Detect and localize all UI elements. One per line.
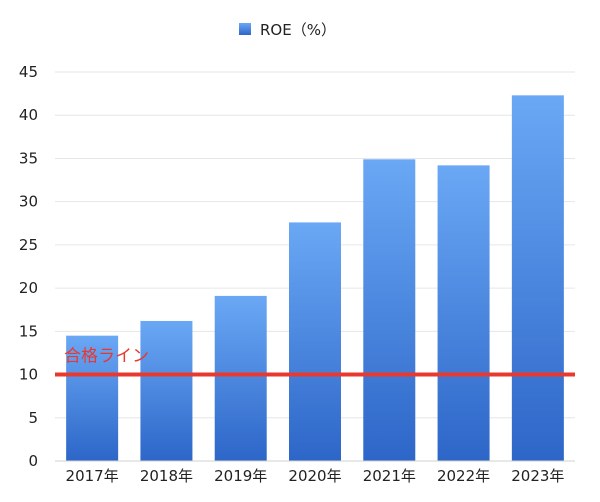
bar xyxy=(214,295,267,461)
y-tick-label: 25 xyxy=(19,236,38,254)
y-tick-label: 0 xyxy=(28,452,38,470)
y-tick-label: 45 xyxy=(19,63,38,81)
y-tick-label: 35 xyxy=(19,149,38,167)
bar xyxy=(363,159,416,461)
y-tick-label: 30 xyxy=(19,193,38,211)
bars xyxy=(66,95,564,462)
y-tick-label: 20 xyxy=(19,279,38,297)
x-tick-label: 2021年 xyxy=(363,467,416,485)
y-tick-label: 5 xyxy=(28,409,38,427)
y-tick-label: 15 xyxy=(19,322,38,340)
x-tick-label: 2022年 xyxy=(437,467,490,485)
reference-line-label: 合格ライン xyxy=(64,347,149,367)
bar xyxy=(140,320,193,461)
x-tick-label: 2023年 xyxy=(511,467,564,485)
legend: ROE（%） xyxy=(239,21,336,39)
legend-label: ROE（%） xyxy=(260,21,336,39)
x-axis: 2017年 2018年 2019年 2020年 2021年 2022年 2023年 xyxy=(55,460,575,485)
bar xyxy=(289,222,341,461)
x-tick-label: 2017年 xyxy=(66,467,119,485)
reference-line-group: 合格ライン xyxy=(55,347,575,377)
y-tick-label: 10 xyxy=(19,366,38,384)
x-tick-label: 2020年 xyxy=(288,467,341,485)
y-tick-label: 40 xyxy=(19,106,38,124)
bar xyxy=(437,165,490,462)
y-axis: 0 5 10 15 20 25 30 35 40 45 xyxy=(19,63,38,470)
legend-swatch xyxy=(239,23,251,35)
bar xyxy=(511,95,564,461)
x-tick-label: 2019年 xyxy=(214,467,267,485)
bar xyxy=(66,335,119,461)
x-tick-label: 2018年 xyxy=(140,467,193,485)
